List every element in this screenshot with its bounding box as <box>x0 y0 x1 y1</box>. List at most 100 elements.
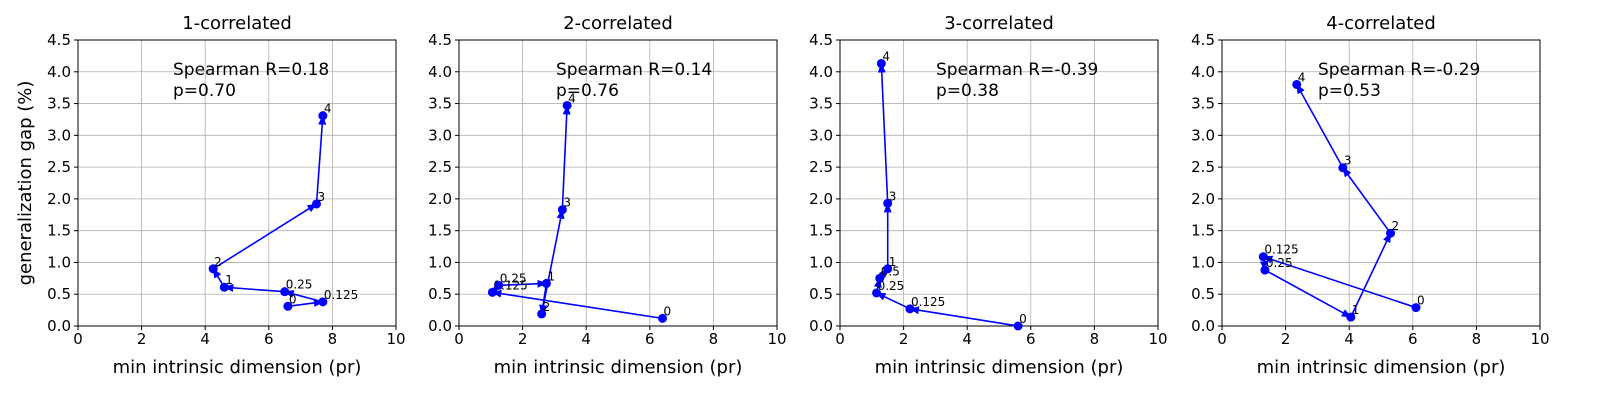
y-tick-label: 4.0 <box>809 63 833 81</box>
data-point <box>1338 163 1348 173</box>
series-arrow <box>1296 83 1344 169</box>
data-point <box>905 304 915 314</box>
point-label: 0.125 <box>1264 243 1298 257</box>
plot-frame <box>77 39 397 327</box>
x-tick-label: 6 <box>1408 330 1418 348</box>
chart-panel-3: 0 2 4 6 8 100.00.51.01.52.02.53.03.54.04.53-c… <box>809 13 1167 378</box>
point-label: 2 <box>543 300 551 314</box>
y-tick-label: 0.0 <box>47 317 71 335</box>
x-tick-label: 0 <box>835 330 845 348</box>
series-arrow <box>875 292 911 310</box>
x-tick-label: 8 <box>1090 330 1100 348</box>
point-label: 0.25 <box>286 278 313 292</box>
chart-panel-4: 0 2 4 6 8 100.00.51.01.52.02.53.03.54.04.54-c… <box>1191 13 1549 378</box>
point-label: 0 <box>1417 294 1425 308</box>
x-tick-label: 8 <box>328 330 338 348</box>
point-label: 0.25 <box>878 279 905 293</box>
data-point <box>1292 79 1302 89</box>
y-tick-label: 1.0 <box>428 253 452 271</box>
y-tick-label: 3.0 <box>1191 126 1215 144</box>
y-tick-label: 2.0 <box>428 190 452 208</box>
point-label: 0.25 <box>500 271 527 285</box>
data-point <box>875 273 885 283</box>
x-tick-label: 6 <box>264 330 274 348</box>
y-tick-label: 2.0 <box>47 190 71 208</box>
p-value-annotation: p=0.70 <box>173 81 236 101</box>
x-axis-label: min intrinsic dimension (pr) <box>113 357 362 378</box>
p-value-annotation: p=0.76 <box>556 81 619 101</box>
point-label: 3 <box>889 189 897 203</box>
x-axis-label: min intrinsic dimension (pr) <box>875 357 1124 378</box>
x-tick-label: 2 <box>137 330 147 348</box>
plot-frame <box>1221 39 1541 327</box>
series-arrow <box>212 203 318 270</box>
y-tick-label: 1.5 <box>428 222 452 240</box>
point-label: 4 <box>882 50 890 64</box>
y-tick-label: 4.5 <box>1191 31 1215 49</box>
data-point <box>1260 265 1270 275</box>
x-axis-label: min intrinsic dimension (pr) <box>1257 357 1506 378</box>
spearman-annotation: Spearman R=-0.29 <box>1318 60 1480 80</box>
chart-title: 1-correlated <box>182 13 292 34</box>
p-value-annotation: p=0.38 <box>936 81 999 101</box>
spearman-annotation: Spearman R=-0.39 <box>936 60 1098 80</box>
data-point <box>537 309 547 319</box>
point-label: 1 <box>225 273 233 287</box>
spearman-annotation: Spearman R=0.18 <box>173 60 329 80</box>
y-tick-label: 2.5 <box>47 158 71 176</box>
y-tick-label: 3.5 <box>47 95 71 113</box>
series-arrow <box>283 290 324 303</box>
data-point <box>883 264 893 274</box>
series-arrow <box>1264 269 1352 318</box>
spearman-annotation: Spearman R=0.14 <box>556 60 712 80</box>
data-point <box>208 264 218 274</box>
y-tick-label: 3.5 <box>809 95 833 113</box>
plot-frame <box>458 39 778 327</box>
data-point <box>557 205 567 215</box>
x-tick-label: 10 <box>1148 330 1167 348</box>
y-tick-label: 4.0 <box>1191 63 1215 81</box>
point-label: 2 <box>214 255 222 269</box>
y-tick-label: 0.5 <box>1191 285 1215 303</box>
data-point <box>280 287 290 297</box>
y-tick-label: 4.5 <box>809 31 833 49</box>
x-tick-label: 4 <box>962 330 972 348</box>
data-point <box>1386 228 1396 238</box>
x-tick-label: 0 <box>73 330 83 348</box>
point-label: 3 <box>563 196 571 210</box>
x-tick-label: 10 <box>767 330 786 348</box>
series-arrow <box>287 299 324 308</box>
y-tick-label: 1.5 <box>1191 222 1215 240</box>
point-label: 3 <box>1344 154 1352 168</box>
point-label: 0 <box>1019 312 1027 326</box>
series-arrow <box>908 306 1019 327</box>
data-point <box>876 59 886 69</box>
data-point <box>562 100 572 110</box>
point-label: 0.125 <box>493 278 527 292</box>
series-arrow <box>1262 255 1417 309</box>
x-tick-label: 4 <box>1344 330 1354 348</box>
point-label: 4 <box>568 91 576 105</box>
x-tick-label: 0 <box>1217 330 1227 348</box>
series-arrow <box>491 289 663 320</box>
point-label: 1 <box>547 269 555 283</box>
chart-title: 2-correlated <box>563 13 673 34</box>
series-arrow <box>1342 166 1392 234</box>
data-point <box>658 313 668 323</box>
chart-title: 4-correlated <box>1326 13 1436 34</box>
series-arrow <box>561 104 571 210</box>
x-tick-label: 2 <box>1281 330 1291 348</box>
y-tick-label: 4.0 <box>47 63 71 81</box>
data-point <box>1258 252 1268 262</box>
point-label: 4 <box>324 102 332 116</box>
data-point <box>1346 312 1356 322</box>
chart-panel-2: 0 2 4 6 8 100.00.51.01.52.02.53.03.54.04.52-c… <box>428 13 786 378</box>
data-point <box>541 278 551 288</box>
y-tick-label: 2.0 <box>809 190 833 208</box>
y-tick-label: 3.5 <box>1191 95 1215 113</box>
y-tick-label: 3.5 <box>428 95 452 113</box>
point-label: 4 <box>1298 70 1306 84</box>
y-tick-label: 2.5 <box>1191 158 1215 176</box>
point-label: 0 <box>664 304 672 318</box>
